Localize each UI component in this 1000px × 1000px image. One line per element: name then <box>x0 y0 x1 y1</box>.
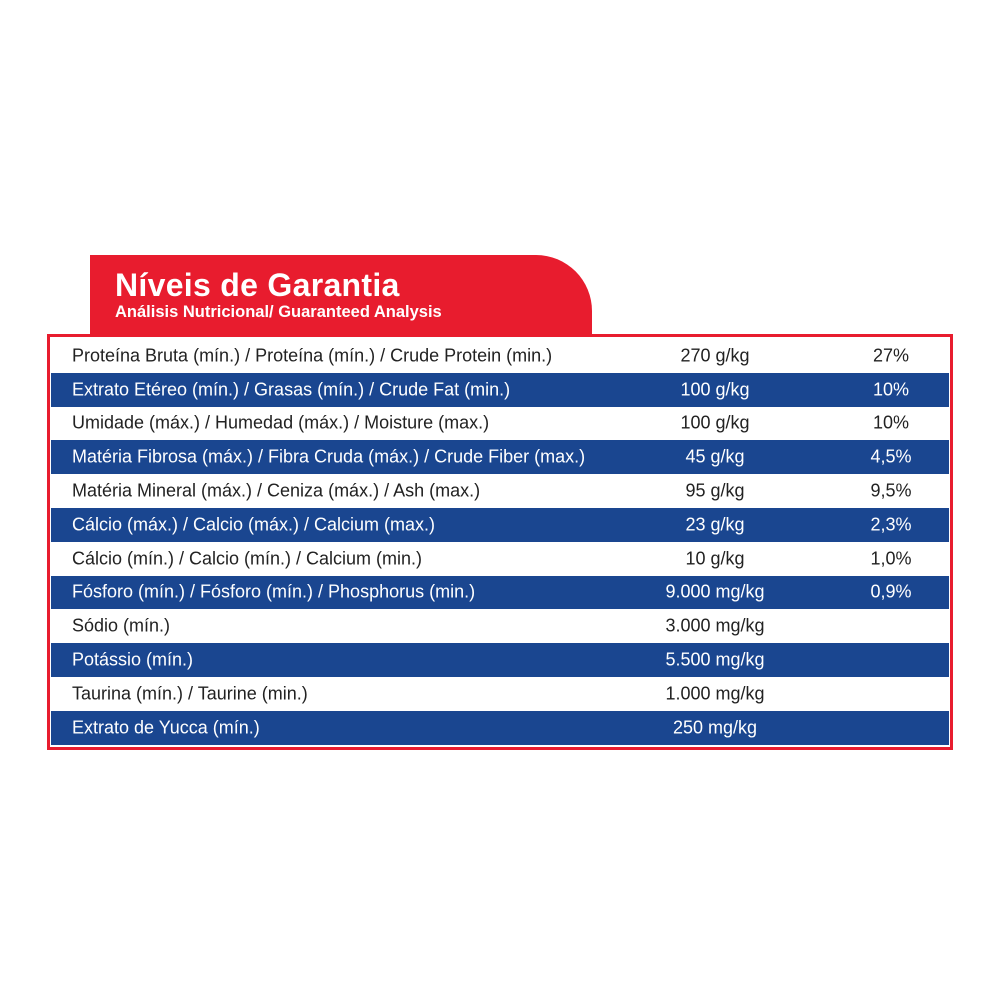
nutrient-name: Cálcio (máx.) / Calcio (máx.) / Calcium … <box>72 514 436 535</box>
table-row: Cálcio (mín.) / Calcio (mín.) / Calcium … <box>72 548 912 569</box>
table-row: Proteína Bruta (mín.) / Proteína (mín.) … <box>72 345 910 366</box>
guaranteed-analysis-table: Proteína Bruta (mín.) / Proteína (mín.) … <box>47 334 953 750</box>
page-subtitle: Análisis Nutricional/ Guaranteed Analysi… <box>115 303 442 321</box>
nutrient-name: Potássio (mín.) <box>72 649 194 670</box>
header-tab: Níveis de Garantia Análisis Nutricional/… <box>90 255 592 337</box>
nutrient-name: Fósforo (mín.) / Fósforo (mín.) / Phosph… <box>72 581 476 602</box>
table-row: Umidade (máx.) / Humedad (máx.) / Moistu… <box>72 412 910 433</box>
table-row: Matéria Mineral (máx.) / Ceniza (máx.) /… <box>72 480 912 501</box>
nutrient-name: Proteína Bruta (mín.) / Proteína (mín.) … <box>72 345 553 366</box>
table-row: Potássio (mín.) 5.500 mg/kg <box>51 643 949 677</box>
nutrient-name: Taurina (mín.) / Taurine (min.) <box>72 683 308 704</box>
nutrient-name: Umidade (máx.) / Humedad (máx.) / Moistu… <box>72 412 490 433</box>
table-row: Sódio (mín.) 3.000 mg/kg <box>72 615 765 636</box>
nutrient-name: Extrato de Yucca (mín.) <box>72 717 260 738</box>
page-title: Níveis de Garantia <box>115 267 400 303</box>
table-row: Matéria Fibrosa (máx.) / Fibra Cruda (má… <box>51 440 949 475</box>
nutrient-name: Matéria Mineral (máx.) / Ceniza (máx.) /… <box>72 480 481 501</box>
nutrient-name: Cálcio (mín.) / Calcio (mín.) / Calcium … <box>72 548 423 569</box>
table-row: Extrato de Yucca (mín.) 250 mg/kg <box>51 710 949 745</box>
table-row: Taurina (mín.) / Taurine (min.) 1.000 mg/… <box>72 683 765 704</box>
table-row: Cálcio (máx.) / Calcio (máx.) / Calcium … <box>51 507 949 542</box>
nutrient-name: Sódio (mín.) <box>72 615 171 636</box>
nutrient-name: Matéria Fibrosa (máx.) / Fibra Cruda (má… <box>72 446 586 467</box>
table-row: Fósforo (mín.) / Fósforo (mín.) / Phosph… <box>51 575 949 610</box>
nutrient-name: Extrato Etéreo (mín.) / Grasas (mín.) / … <box>72 379 511 400</box>
table-row: Extrato Etéreo (mín.) / Grasas (mín.) / … <box>51 372 949 407</box>
